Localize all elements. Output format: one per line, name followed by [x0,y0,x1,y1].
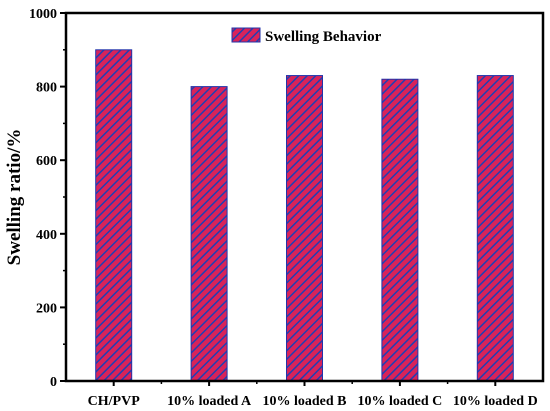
y-tick-label: 0 [50,375,57,390]
bar-1 [190,86,228,382]
bar-2 [286,75,323,382]
ticks-group: 0 200 400 600 800 1000 CH/PVP 10% loaded A 10% l… [29,7,538,409]
x-tick-label: CH/PVP [88,394,141,409]
x-tick-label: 10% loaded C [358,394,443,409]
y-tick-label: 1000 [29,7,57,22]
bar-0 [95,49,133,382]
bars-group [95,49,514,382]
legend-label: Swelling Behavior [265,29,382,45]
x-tick-label: 10% loaded B [262,394,346,409]
x-tick-label: 10% loaded D [453,394,538,409]
y-tick-label: 400 [36,228,57,243]
legend: Swelling Behavior [231,27,382,45]
x-tick-label: 10% loaded A [167,394,252,409]
legend-swatch [231,27,261,43]
y-tick-label: 800 [36,81,57,96]
bar-3 [381,78,419,382]
y-tick-label: 600 [36,154,57,169]
y-tick-label: 200 [36,301,57,316]
y-axis-title: Swelling ratio/% [4,129,25,266]
bar-4 [476,75,514,382]
